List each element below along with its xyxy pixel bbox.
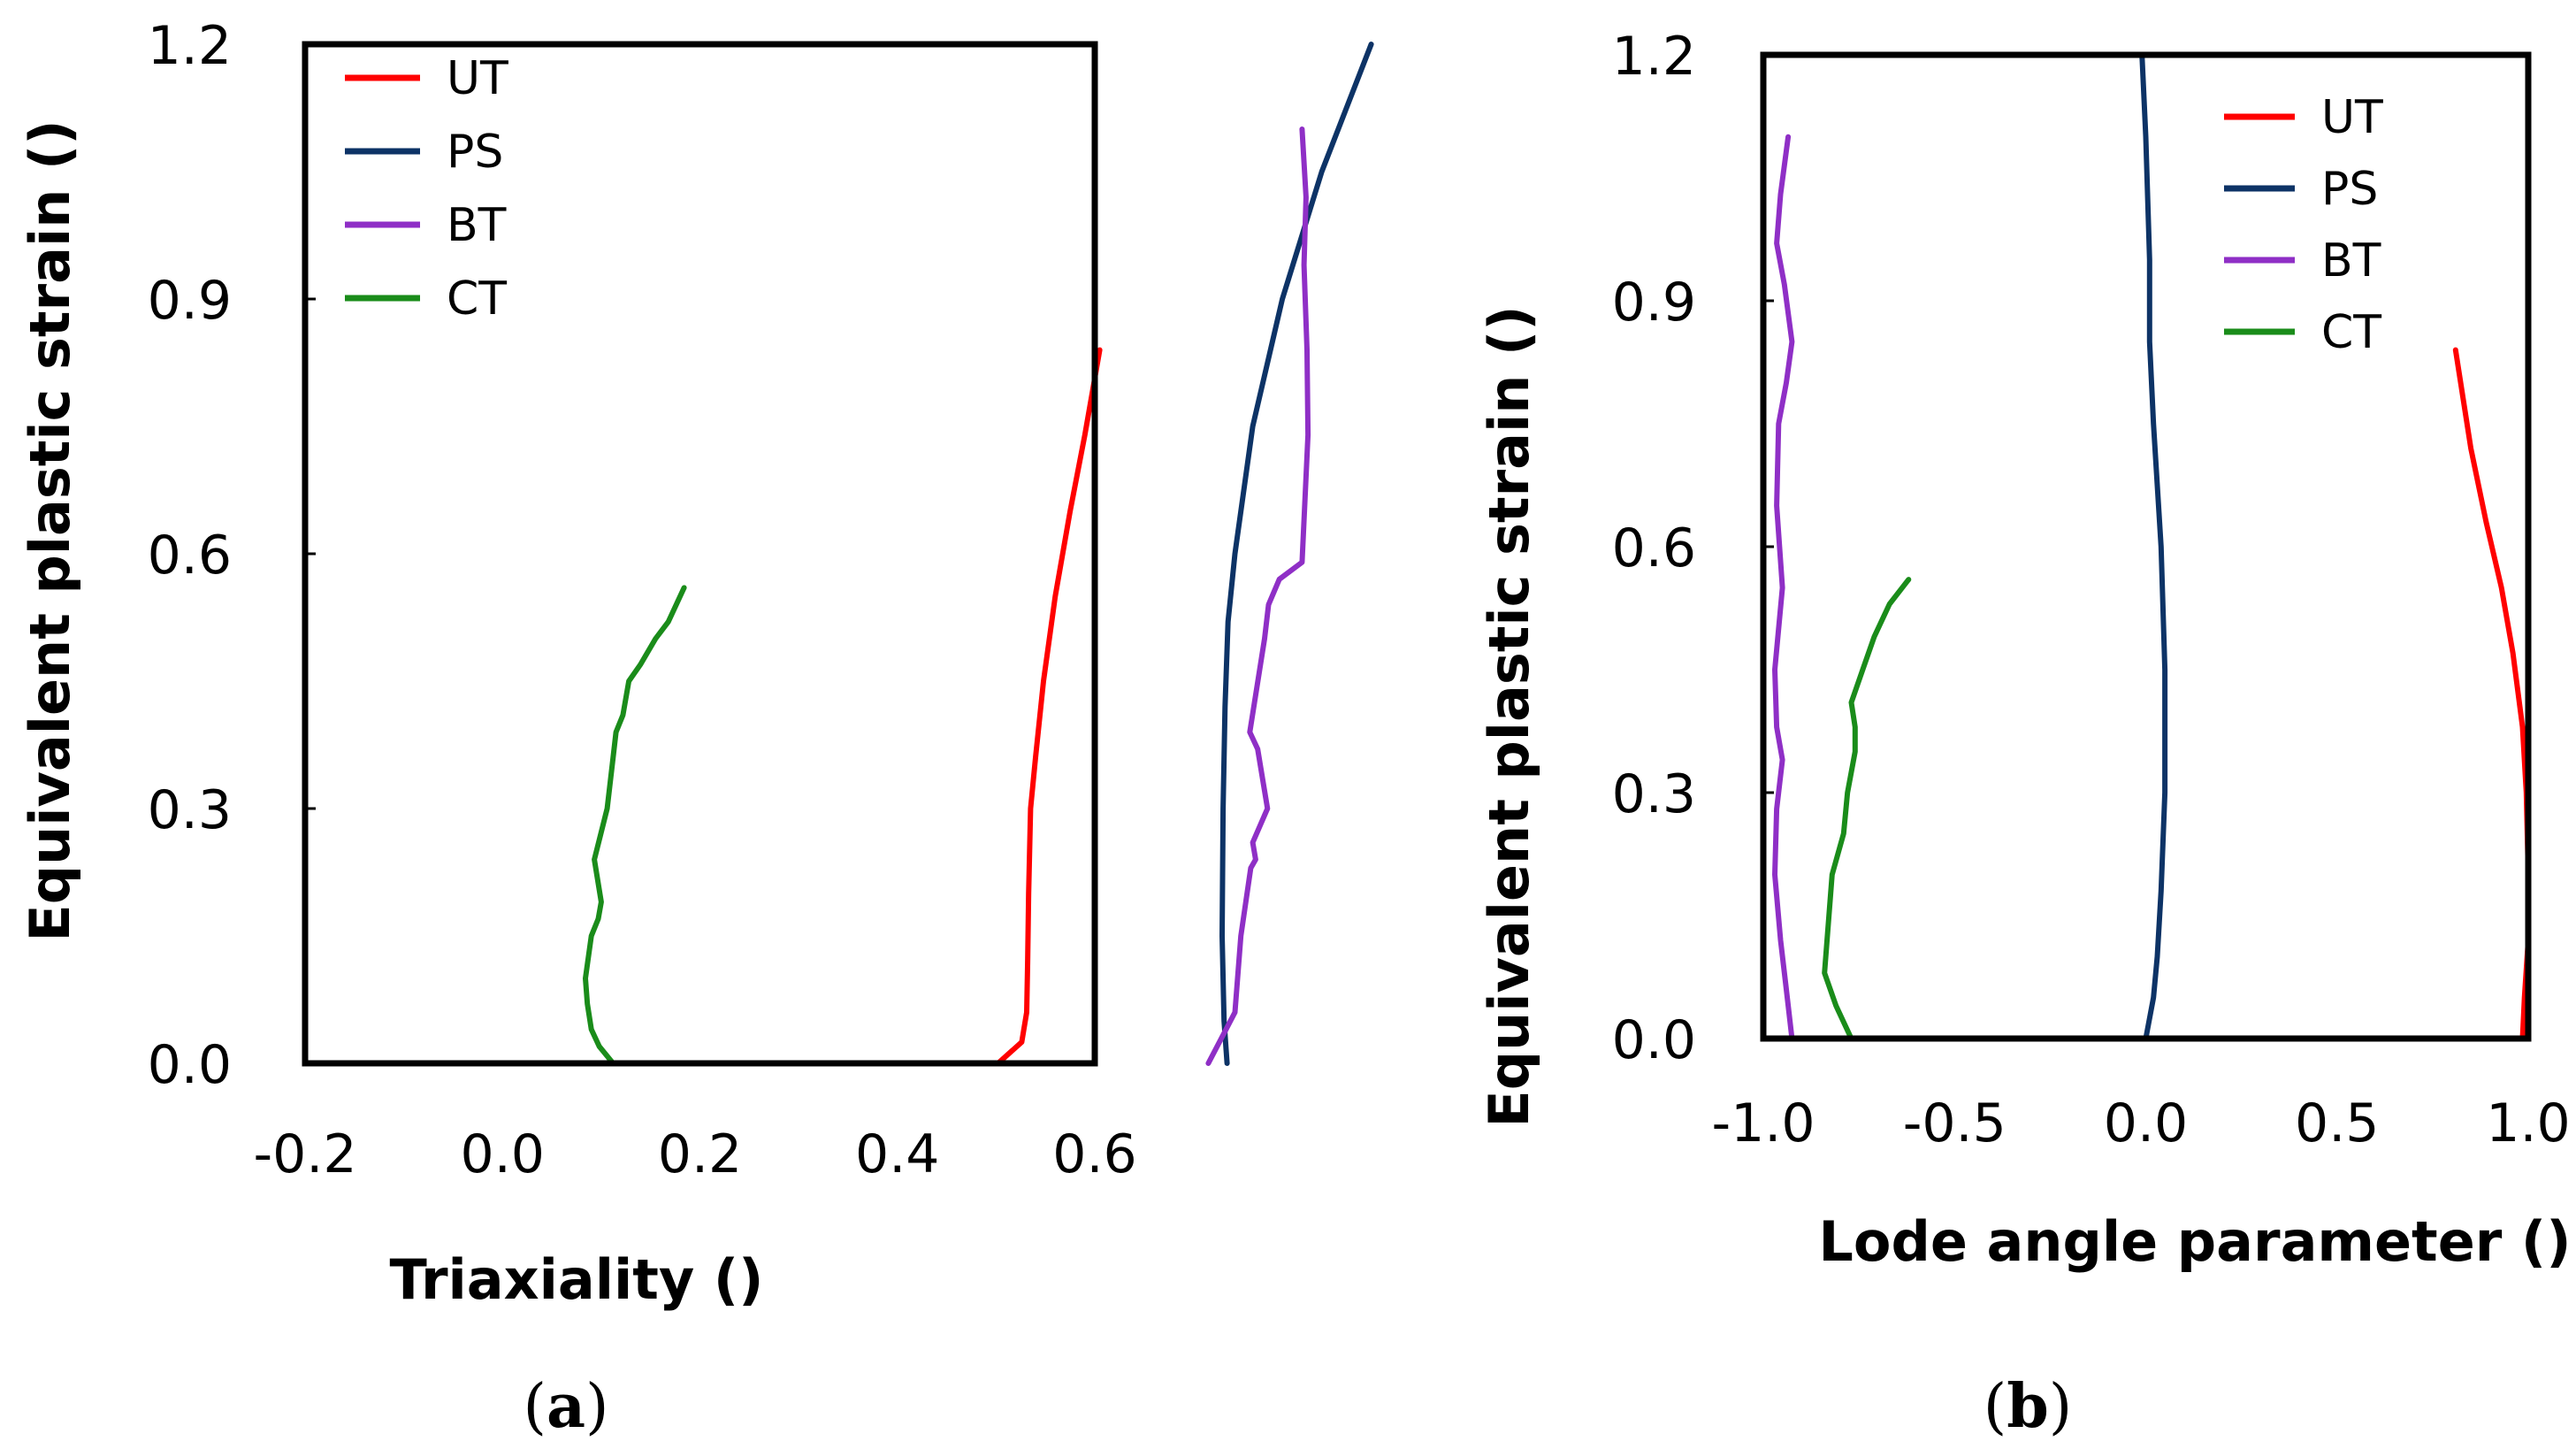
legend-label-ct: CT	[2321, 306, 2381, 359]
caption-a: (a)	[523, 1371, 608, 1442]
legend-label-ct: CT	[447, 272, 507, 326]
x-tick-label: 0.6	[1052, 1123, 1136, 1185]
x-tick-label: 0.2	[658, 1123, 742, 1185]
legend: UT PS BT CT	[2224, 91, 2383, 359]
x-axis-label: Lode angle parameter ()	[1818, 1209, 2571, 1274]
chart-panel-b: Equivalent plastic strain () Lode angle …	[1477, 26, 2572, 1442]
series-group	[583, 42, 1374, 1066]
series-line-bt	[1205, 126, 1311, 1066]
x-axis-label: Triaxiality ()	[389, 1247, 763, 1312]
legend-label-ut: UT	[447, 52, 508, 105]
tick-group: 0.0 0.3 0.6 0.9 1.2 -1.0 -0.5 0.0 0.5 1.0	[1612, 26, 2571, 1154]
y-tick-label: 1.2	[148, 15, 232, 77]
x-tick-label: -0.5	[1903, 1092, 2007, 1154]
y-tick-label: 0.0	[148, 1034, 232, 1096]
y-tick-label: 0.6	[1612, 518, 1696, 579]
x-tick-label: 1.0	[2486, 1092, 2570, 1154]
legend: UT PS BT CT	[345, 52, 508, 326]
plot-frame	[302, 41, 1098, 1067]
series-line-ut	[995, 347, 1103, 1066]
tick-group: 0.0 0.3 0.6 0.9 1.2 -0.2 0.0 0.2 0.4 0.6	[148, 15, 1137, 1185]
caption-letter: a	[547, 1371, 585, 1442]
x-tick-label: 0.5	[2295, 1092, 2379, 1154]
y-axis-label: Equivalent plastic strain ()	[1477, 305, 1541, 1127]
x-tick-label: -1.0	[1711, 1092, 1815, 1154]
legend-label-bt: BT	[2321, 234, 2381, 288]
y-tick-label: 0.3	[148, 779, 232, 841]
legend-label-ps: PS	[447, 126, 503, 179]
series-line-ct	[583, 585, 687, 1066]
chart-panel-a: Equivalent plastic strain () Triaxiality…	[18, 15, 1374, 1442]
y-tick-label: 1.2	[1612, 26, 1696, 88]
x-tick-label: 0.4	[855, 1123, 939, 1185]
series-line-ct	[1822, 577, 1912, 1041]
series-line-ps	[1219, 42, 1374, 1066]
caption-b: (b)	[1984, 1371, 2073, 1442]
series-line-ps	[2139, 52, 2168, 1041]
caption-letter: b	[2007, 1371, 2049, 1442]
y-tick-label: 0.9	[1612, 272, 1696, 334]
plot-frame	[1760, 51, 2532, 1042]
y-tick-label: 0.3	[1612, 763, 1696, 825]
legend-label-bt: BT	[447, 199, 507, 252]
y-tick-label: 0.6	[148, 525, 232, 586]
series-line-bt	[1772, 134, 1795, 1041]
legend-label-ps: PS	[2321, 163, 2378, 216]
legend-label-ut: UT	[2321, 91, 2383, 144]
y-axis-label: Equivalent plastic strain ()	[18, 119, 82, 941]
y-tick-label: 0.0	[1612, 1009, 1696, 1071]
y-tick-label: 0.9	[148, 270, 232, 332]
x-tick-label: 0.0	[461, 1123, 545, 1185]
x-tick-label: 0.0	[2104, 1092, 2188, 1154]
x-tick-label: -0.2	[253, 1123, 356, 1185]
